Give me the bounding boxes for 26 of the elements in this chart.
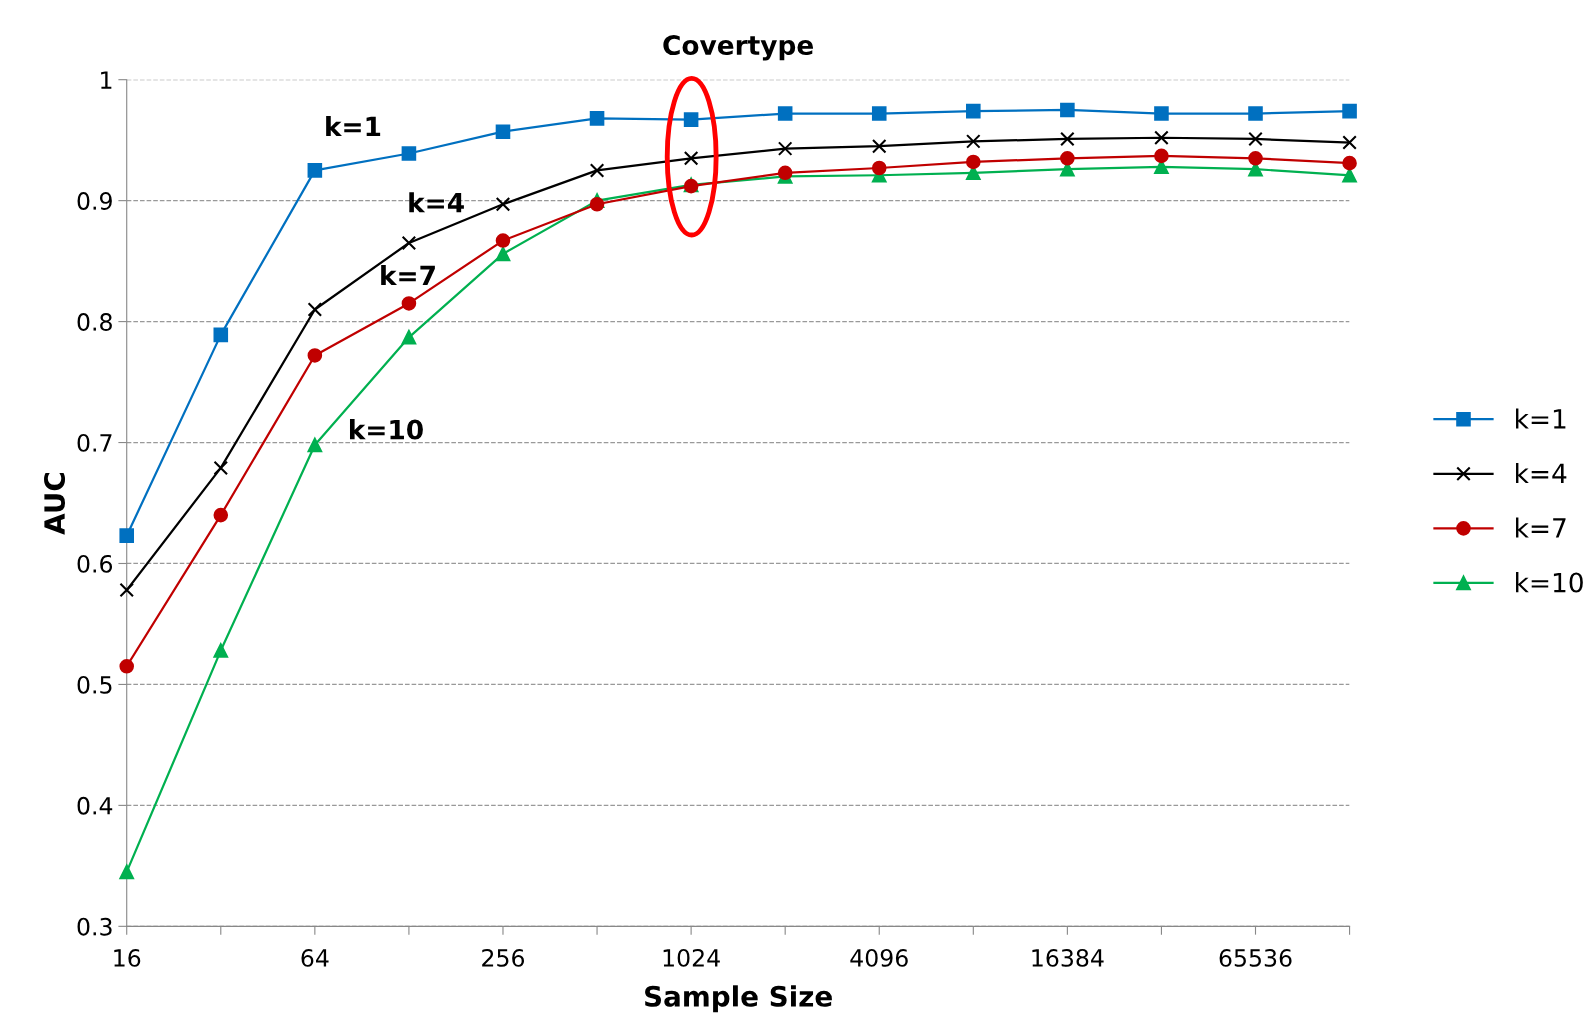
y-tick-label: 0.8	[77, 313, 112, 331]
legend-label: k=7	[1516, 517, 1566, 538]
y-tick-label: 0.3	[77, 917, 112, 936]
x-tick-label: 256	[482, 948, 525, 967]
x-tick-label: 65536	[1219, 948, 1292, 967]
annotation: k=7	[381, 265, 435, 286]
y-tick-label: 0.6	[77, 554, 113, 573]
y-tick-label: 0.7	[77, 433, 112, 452]
chart-title: Covertype	[663, 35, 813, 61]
legend-label: k=1	[1516, 408, 1566, 429]
y-axis-title: AUC	[44, 473, 66, 535]
y-tick-label: 0.9	[77, 192, 112, 210]
y-tick-label: 1	[101, 71, 112, 89]
x-tick-label: 4096	[850, 948, 908, 967]
y-tick-label: 0.4	[77, 796, 113, 815]
annotation: k=10	[349, 419, 423, 440]
legend-label: k=4	[1516, 462, 1567, 484]
annotation: k=1	[326, 116, 381, 137]
x-axis-title: Sample Size	[645, 985, 832, 1013]
x-tick-label: 64	[301, 948, 329, 967]
x-tick-label: 16	[114, 948, 141, 967]
x-tick-label: 16384	[1032, 948, 1104, 967]
annotation: k=4	[409, 192, 464, 213]
y-tick-label: 0.5	[77, 675, 112, 694]
x-tick-label: 1024	[663, 948, 720, 967]
legend-label: k=10	[1516, 572, 1583, 593]
